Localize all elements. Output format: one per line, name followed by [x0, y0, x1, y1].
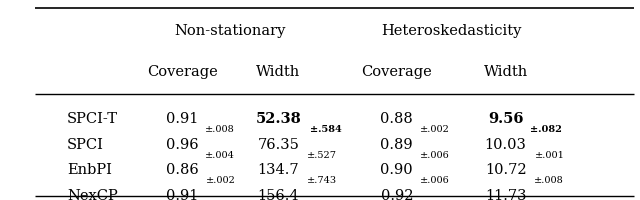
Text: SPCI-T: SPCI-T	[67, 112, 118, 126]
Text: SPCI: SPCI	[67, 138, 104, 152]
Text: ±.002: ±.002	[420, 125, 450, 134]
Text: 0.92: 0.92	[381, 189, 413, 200]
Text: Coverage: Coverage	[362, 65, 432, 79]
Text: ±.002: ±.002	[205, 176, 236, 185]
Text: ±.082: ±.082	[531, 125, 563, 134]
Text: 9.56: 9.56	[488, 112, 524, 126]
Text: Width: Width	[256, 65, 301, 79]
Text: 76.35: 76.35	[257, 138, 300, 152]
Text: ±.584: ±.584	[310, 125, 342, 134]
Text: 156.4: 156.4	[257, 189, 300, 200]
Text: ±.006: ±.006	[420, 151, 449, 160]
Text: 134.7: 134.7	[257, 163, 300, 177]
Text: 10.03: 10.03	[484, 138, 527, 152]
Text: EnbPI: EnbPI	[67, 163, 112, 177]
Text: Width: Width	[483, 65, 528, 79]
Text: 0.96: 0.96	[166, 138, 198, 152]
Text: 10.72: 10.72	[484, 163, 527, 177]
Text: 52.38: 52.38	[255, 112, 301, 126]
Text: ±.527: ±.527	[307, 151, 337, 160]
Text: 0.86: 0.86	[166, 163, 199, 177]
Text: 11.73: 11.73	[485, 189, 526, 200]
Text: Coverage: Coverage	[147, 65, 218, 79]
Text: ±.008: ±.008	[205, 125, 235, 134]
Text: ±.004: ±.004	[205, 151, 236, 160]
Text: 0.89: 0.89	[381, 138, 413, 152]
Text: ±.008: ±.008	[534, 176, 564, 185]
Text: ±.001: ±.001	[534, 151, 564, 160]
Text: Non-stationary: Non-stationary	[175, 24, 286, 38]
Text: ±.006: ±.006	[420, 176, 449, 185]
Text: ±.743: ±.743	[307, 176, 337, 185]
Text: 0.88: 0.88	[380, 112, 413, 126]
Text: 0.91: 0.91	[166, 189, 198, 200]
Text: Heteroskedasticity: Heteroskedasticity	[381, 24, 522, 38]
Text: 0.91: 0.91	[166, 112, 198, 126]
Text: 0.90: 0.90	[381, 163, 413, 177]
Text: NexCP: NexCP	[67, 189, 118, 200]
